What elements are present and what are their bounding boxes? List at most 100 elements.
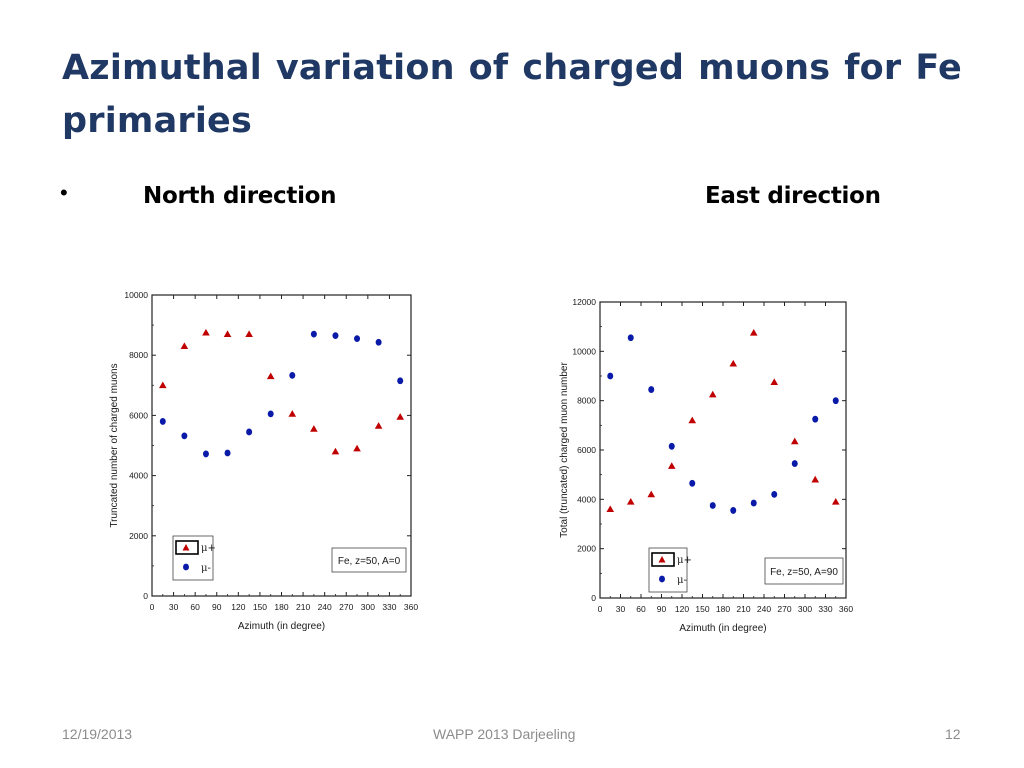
data-point-mu-minus: [159, 418, 166, 425]
x-tick-label: 150: [695, 604, 709, 614]
annotation-box: [764, 557, 844, 585]
data-point-mu-minus: [246, 428, 253, 436]
data-point-mu-plus: [647, 490, 656, 498]
x-tick-label: 120: [675, 604, 689, 614]
x-tick-label: 360: [839, 604, 853, 614]
x-tick-label: 30: [169, 602, 179, 612]
data-point-mu-minus: [709, 502, 716, 509]
data-point-mu-minus: [397, 377, 404, 385]
data-point-mu-plus: [245, 330, 253, 337]
data-point-mu-plus: [708, 390, 717, 398]
y-tick-label: 4000: [577, 494, 596, 504]
data-point-mu-plus: [353, 444, 361, 452]
x-tick-label: 270: [777, 604, 791, 614]
data-point-mu-plus: [831, 498, 840, 505]
annotation-box: [331, 547, 407, 573]
legend-marker-mu-plus: [182, 544, 190, 551]
x-tick-label: 0: [598, 604, 603, 614]
data-point-mu-plus: [688, 416, 697, 424]
x-tick-label: 210: [296, 602, 310, 612]
data-point-mu-plus: [288, 410, 297, 417]
x-tick-label: 0: [150, 602, 155, 612]
x-tick-label: 300: [361, 602, 375, 612]
heading-north-direction: North direction: [143, 183, 337, 209]
x-axis-label: Azimuth (in degree): [679, 623, 766, 634]
data-point-mu-minus: [750, 499, 757, 507]
data-point-mu-minus: [202, 450, 209, 458]
data-point-mu-minus: [791, 460, 798, 467]
data-point-mu-plus: [749, 329, 758, 336]
x-tick-label: 30: [616, 604, 626, 614]
x-tick-label: 240: [318, 602, 332, 612]
x-tick-label: 90: [212, 602, 222, 612]
y-tick-label: 12000: [572, 297, 596, 307]
data-point-mu-plus: [790, 437, 799, 445]
data-point-mu-minus: [181, 432, 188, 440]
data-point-mu-minus: [832, 397, 839, 405]
y-tick-label: 0: [591, 593, 596, 603]
x-tick-label: 120: [231, 602, 245, 612]
x-tick-label: 90: [657, 604, 667, 614]
data-point-mu-plus: [266, 372, 275, 380]
annotation-text: Fe, z=50, A=90: [770, 567, 838, 578]
x-axis-label: Azimuth (in degree): [238, 621, 325, 632]
y-tick-label: 2000: [577, 544, 596, 554]
data-point-mu-minus: [648, 386, 655, 393]
footer-page-number: 12: [945, 726, 961, 742]
legend-highlight-box: [651, 552, 675, 567]
legend-marker-mu-minus: [183, 563, 189, 571]
data-point-mu-plus: [626, 498, 635, 505]
slide-title: Azimuthal variation of charged muons for…: [62, 48, 962, 141]
y-tick-label: 2000: [129, 531, 148, 541]
y-tick-label: 10000: [572, 346, 596, 356]
footer-date: 12/19/2013: [62, 726, 133, 742]
x-tick-label: 360: [404, 602, 418, 612]
data-point-mu-minus: [332, 332, 339, 340]
data-point-mu-minus: [730, 507, 737, 514]
data-point-mu-minus: [224, 449, 231, 457]
legend-label-mu-plus: μ+: [677, 555, 692, 566]
y-tick-label: 10000: [124, 290, 148, 300]
data-point-mu-plus: [396, 413, 405, 420]
x-tick-label: 240: [757, 604, 771, 614]
data-point-mu-plus: [811, 475, 820, 483]
footer-conference: WAPP 2013 Darjeeling: [433, 726, 576, 742]
heading-east-direction: East direction: [705, 183, 881, 209]
data-point-mu-plus: [180, 342, 189, 350]
data-point-mu-minus: [689, 479, 696, 487]
x-tick-label: 180: [274, 602, 288, 612]
data-point-mu-minus: [310, 330, 317, 338]
x-tick-label: 330: [818, 604, 832, 614]
legend-box: [172, 535, 214, 581]
legend-label-mu-minus: μ-: [677, 575, 687, 586]
y-tick-label: 4000: [129, 471, 148, 481]
y-tick-label: 8000: [129, 350, 148, 360]
chart-north-direction: 0 30 60 90 120 150 180 210 240 270 300 330 360 0 2000 4…: [109, 290, 418, 632]
data-point-mu-plus: [606, 505, 615, 513]
data-point-mu-plus: [223, 330, 232, 337]
data-point-mu-minus: [812, 415, 819, 423]
x-tick-label: 300: [798, 604, 812, 614]
x-tick-label: 150: [253, 602, 267, 612]
legend-marker-mu-plus: [658, 556, 666, 563]
data-point-mu-minus: [771, 491, 778, 498]
y-tick-label: 6000: [129, 410, 148, 420]
data-point-mu-minus: [668, 442, 675, 450]
data-point-mu-plus: [729, 359, 738, 367]
data-point-mu-minus: [375, 338, 382, 346]
y-axis-label: Truncated number of charged muons: [109, 363, 120, 527]
data-point-mu-plus: [158, 381, 167, 389]
legend-box: [648, 547, 688, 593]
data-point-mu-minus: [354, 335, 361, 343]
data-point-mu-plus: [374, 422, 383, 429]
bullet-point: •: [60, 180, 68, 205]
y-tick-label: 8000: [577, 396, 596, 406]
data-point-mu-plus: [331, 447, 340, 455]
data-point-mu-plus: [202, 328, 210, 336]
data-point-mu-minus: [267, 410, 274, 418]
legend-highlight-box: [175, 540, 199, 555]
x-tick-label: 60: [190, 602, 200, 612]
x-tick-label: 60: [636, 604, 646, 614]
chart-east-direction: 0 30 60 90 120 150 180 210 240 270 300 330 360 0 2000 4…: [559, 297, 853, 634]
legend-label-mu-plus: μ+: [201, 543, 216, 554]
